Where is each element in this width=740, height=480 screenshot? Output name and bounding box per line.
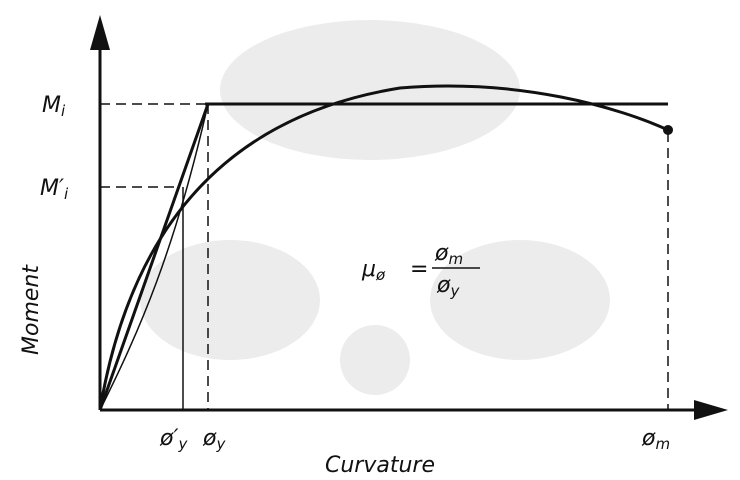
formula-operator: = [410,257,428,282]
phi-y-label: øy [202,426,226,453]
x-axis-arrow [694,400,728,420]
formula-numerator: øm [434,241,463,268]
watermark [140,20,610,395]
y-axis-arrow [90,15,110,50]
ultimate-point [663,125,673,135]
phi-m-label: øm [641,426,670,453]
y-axis-label: Moment [19,264,44,355]
phi-y-prime-label: ø′y [159,426,188,453]
x-axis-label: Curvature [325,453,435,478]
diagram: Mi M′i Moment ø′y øy øm Curvature μø = ø… [0,0,740,480]
mi-label: Mi [42,93,66,120]
mi-prime-label: M′i [40,176,69,203]
formula-lhs: μø [361,257,386,284]
